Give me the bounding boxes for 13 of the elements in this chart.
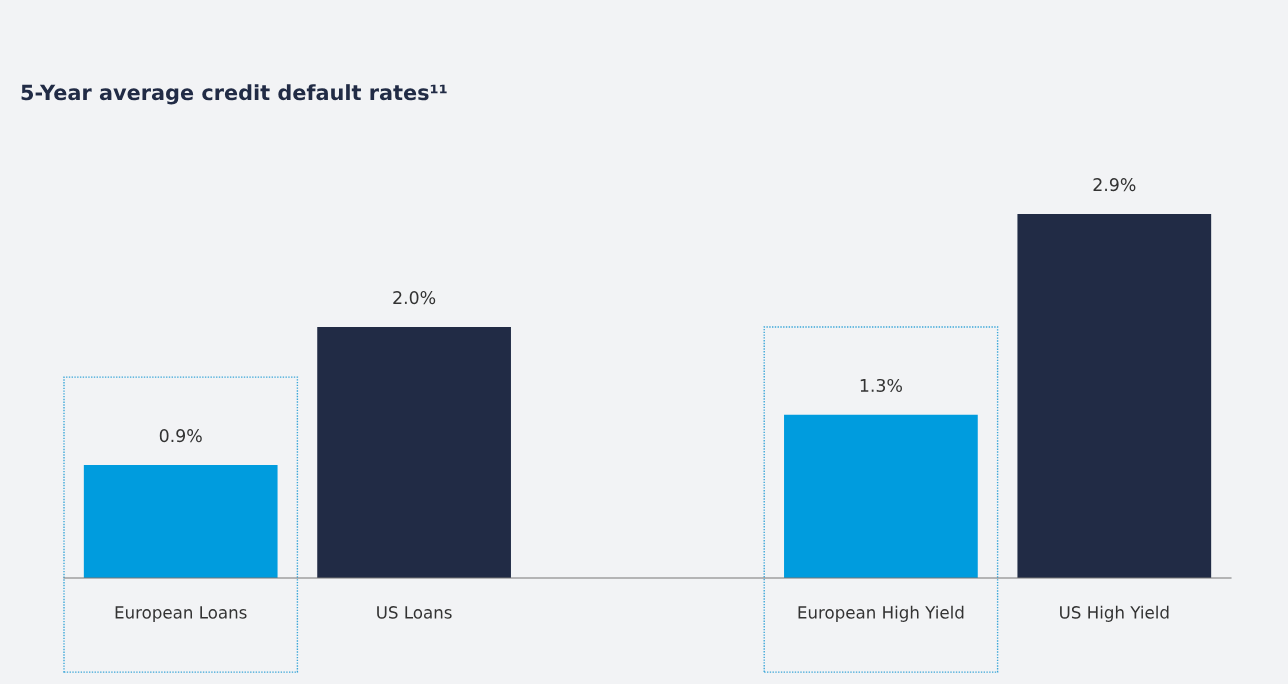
data-label: 2.0% [393,291,436,305]
data-label: 2.9% [1093,178,1136,192]
bar [83,465,278,578]
data-label: 0.9% [159,429,202,443]
bar [317,326,511,578]
x-tick-label: US Loans [377,606,452,619]
chart-title: 5-Year average credit default rates¹¹ [21,84,447,105]
x-tick-label: European Loans [115,606,247,622]
data-label: 1.3% [860,378,902,393]
bar [1017,214,1212,578]
x-tick-label: European High Yield [798,605,964,622]
bar [784,414,978,578]
x-tick-label: US High Yield [1060,605,1169,622]
